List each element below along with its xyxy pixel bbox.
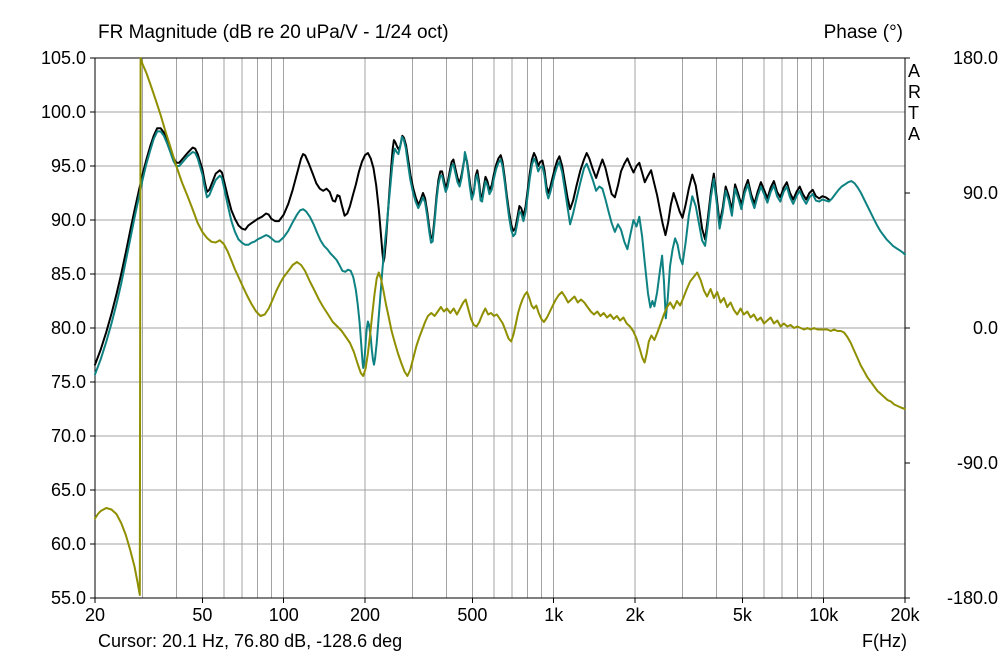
tick-label: 65.0 bbox=[50, 480, 86, 500]
tick-label: 5k bbox=[732, 605, 752, 625]
phase-axis-title: Phase (°) bbox=[823, 22, 903, 43]
tick-label: 105.0 bbox=[40, 48, 86, 68]
tick-label: 90.0 bbox=[50, 210, 86, 230]
tick-label: 95.0 bbox=[50, 156, 86, 176]
tick-label: 90.0 bbox=[962, 183, 998, 203]
curve-phase bbox=[94, 57, 906, 596]
tick-label: 1k bbox=[544, 605, 564, 625]
curve-fr-magnitude-overlay bbox=[94, 127, 830, 366]
chart-title: FR Magnitude (dB re 20 uPa/V - 1/24 oct) bbox=[98, 22, 449, 43]
tick-label: 80.0 bbox=[50, 318, 86, 338]
tick-label: 10k bbox=[809, 605, 839, 625]
tick-label: -90.0 bbox=[956, 453, 998, 473]
tick-label: 55.0 bbox=[50, 588, 86, 608]
tick-label: 180.0 bbox=[952, 48, 998, 68]
tick-label: 2k bbox=[625, 605, 645, 625]
tick-label: -180.0 bbox=[946, 588, 998, 608]
tick-label: 20 bbox=[84, 605, 106, 625]
tick-label: 100.0 bbox=[40, 102, 86, 122]
tick-label: 75.0 bbox=[50, 372, 86, 392]
tick-label: 60.0 bbox=[50, 534, 86, 554]
tick-label: 85.0 bbox=[50, 264, 86, 284]
arta-logo: A R T A bbox=[908, 61, 921, 144]
frequency-axis-label: F(Hz) bbox=[862, 631, 907, 651]
tick-label: 500 bbox=[457, 605, 488, 625]
tick-label: 100 bbox=[268, 605, 299, 625]
tick-label: 0.0 bbox=[972, 318, 998, 338]
tick-label: 50 bbox=[192, 605, 213, 625]
tick-label: 20k bbox=[890, 605, 920, 625]
curve-fr-magnitude-current bbox=[94, 130, 906, 376]
tick-label: 200 bbox=[349, 605, 381, 625]
tick-label: 70.0 bbox=[50, 426, 86, 446]
cursor-readout: Cursor: 20.1 Hz, 76.80 dB, -128.6 deg bbox=[98, 631, 403, 651]
